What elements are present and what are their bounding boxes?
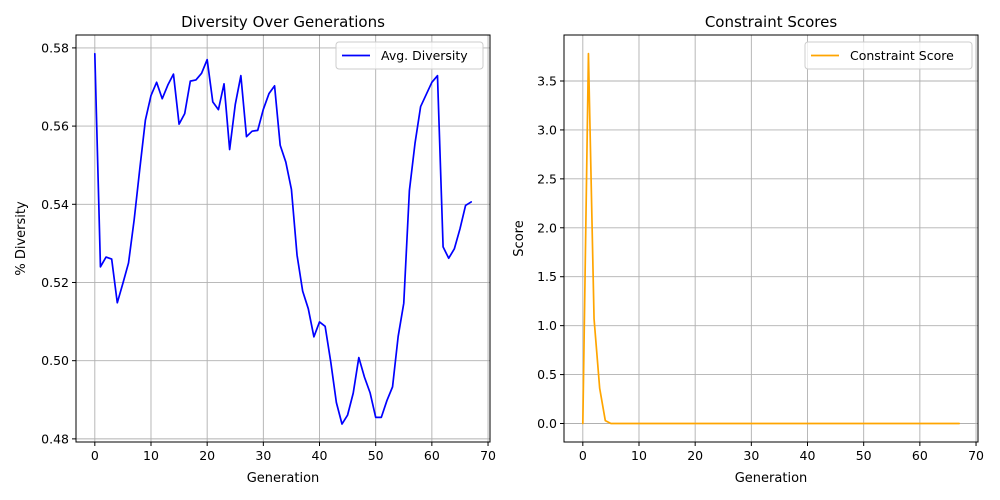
- constraint-series-layer: [581, 52, 961, 425]
- diversity-ticks: 0 10 20 30 40 50 60 70 0.48 0.50 0.52 0.54 0.56 0.58: [41, 40, 496, 463]
- constraint-x-tick-label: 50: [856, 448, 872, 463]
- constraint-y-tick-label: 2.5: [537, 171, 557, 186]
- diversity-x-tick-label: 40: [312, 448, 328, 463]
- diversity-series-line: [93, 52, 473, 425]
- diversity-x-tick-label: 0: [91, 448, 99, 463]
- constraint-y-tick-label: 3.0: [537, 122, 557, 137]
- diversity-legend-box: [335, 41, 484, 70]
- diversity-legend-label: Avg. Diversity: [381, 48, 468, 63]
- constraint-ticks: 0 10 20 30 40 50 60 70 0.0 0.5 1.0 1.5 2.0 2.5 3.0 3.5: [537, 73, 984, 463]
- constraint-x-axis-label: Generation: [735, 471, 808, 486]
- constraint-x-tick-label: 20: [687, 448, 703, 463]
- diversity-x-tick-label: 50: [368, 448, 384, 463]
- constraint-legend: Constraint Score: [804, 41, 973, 70]
- diversity-x-tick-label: 20: [199, 448, 215, 463]
- diversity-x-tick-label: 70: [480, 448, 496, 463]
- diversity-x-axis-label: Generation: [247, 471, 320, 486]
- constraint-x-tick-label: 60: [912, 448, 928, 463]
- diversity-y-tick-label: 0.52: [41, 275, 69, 290]
- constraint-x-tick-label: 70: [968, 448, 984, 463]
- constraint-y-tick-label: 1.5: [537, 269, 557, 284]
- diversity-y-tick-label: 0.58: [41, 40, 69, 55]
- constraint-legend-label: Constraint Score: [850, 48, 954, 63]
- constraint-x-tick-label: 0: [579, 448, 587, 463]
- constraint-y-tick-label: 0.5: [537, 367, 557, 382]
- diversity-chart: 0 10 20 30 40 50 60 700.480.500.520.540.560.58 …: [14, 13, 496, 486]
- constraint-y-axis-label: Score: [512, 220, 527, 256]
- constraint-legend-box: [804, 41, 973, 70]
- constraint-y-tick-label: 1.0: [537, 318, 557, 333]
- constraint-series-line: [581, 52, 961, 425]
- diversity-y-tick-label: 0.56: [41, 119, 69, 134]
- diversity-x-tick-label: 30: [255, 448, 271, 463]
- diversity-y-tick-label: 0.48: [41, 431, 69, 446]
- diversity-legend: Avg. Diversity: [335, 41, 484, 70]
- constraint-y-tick-label: 2.0: [537, 220, 557, 235]
- constraint-plot-frame: [563, 34, 979, 443]
- constraint-x-tick-label: 10: [631, 448, 647, 463]
- constraint-y-tick-label: 0.0: [537, 416, 557, 431]
- constraint-chart: 0 10 20 30 40 50 60 700.00.51.01.52.02.53.03.5 …: [512, 13, 984, 486]
- diversity-y-tick-label: 0.50: [41, 353, 69, 368]
- diversity-y-axis-label: % Diversity: [14, 201, 29, 276]
- diversity-y-tick-label: 0.54: [41, 197, 69, 212]
- diversity-chart-title: Diversity Over Generations: [181, 13, 385, 31]
- constraint-x-tick-label: 40: [800, 448, 816, 463]
- constraint-chart-title: Constraint Scores: [705, 13, 838, 31]
- diversity-series-layer: [93, 52, 473, 425]
- constraint-x-tick-label: 30: [743, 448, 759, 463]
- diversity-x-tick-label: 10: [143, 448, 159, 463]
- diversity-plot-frame: [75, 34, 491, 443]
- constraint-y-tick-label: 3.5: [537, 73, 557, 88]
- diversity-x-tick-label: 60: [424, 448, 440, 463]
